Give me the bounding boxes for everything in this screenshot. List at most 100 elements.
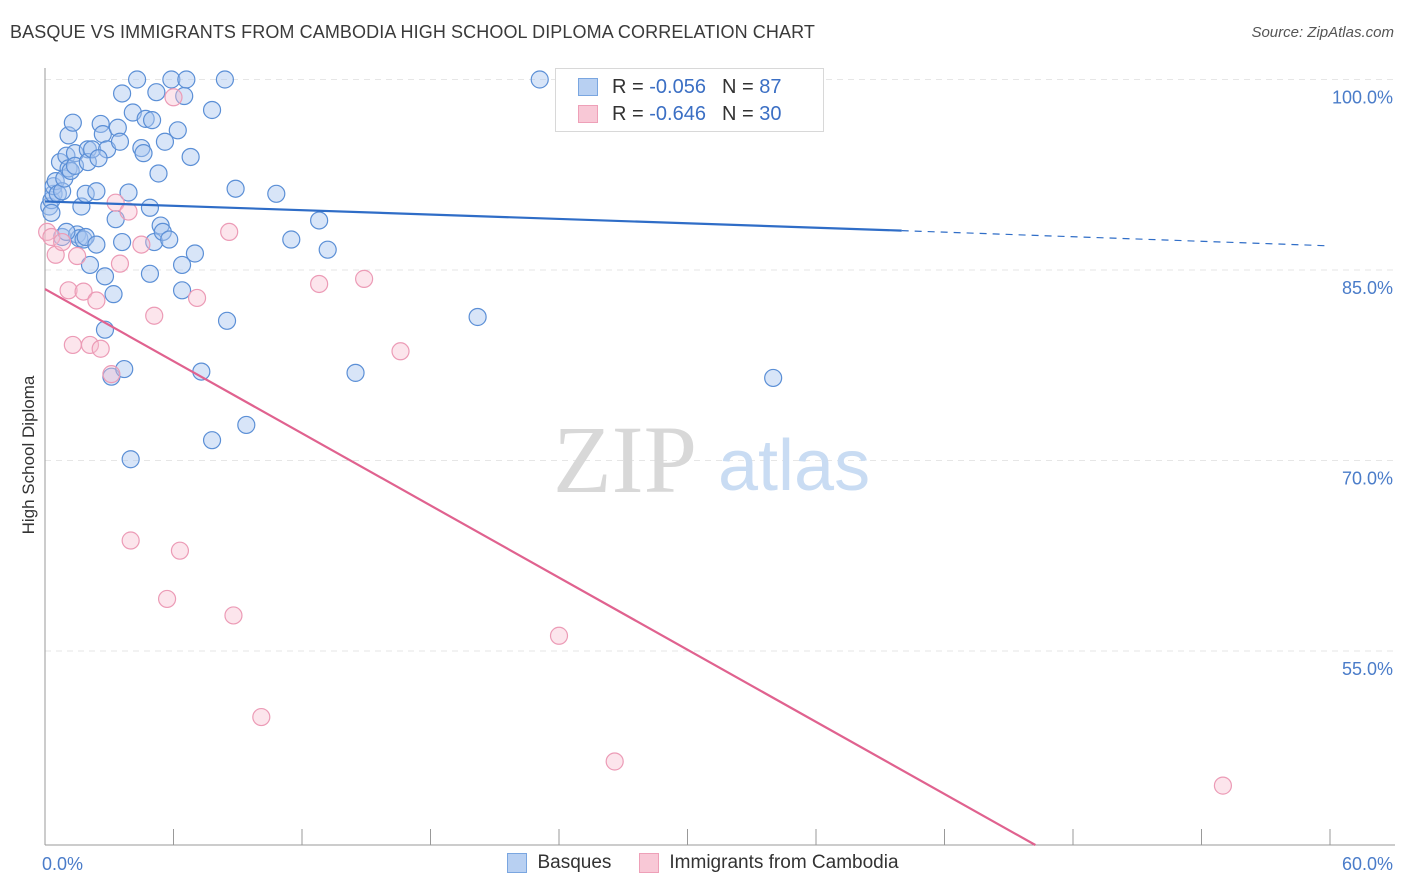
basques-point — [95, 267, 115, 286]
gridlines — [45, 79, 1395, 652]
legend-n-value: 30 — [759, 102, 782, 125]
cambodia-point — [310, 274, 329, 294]
cambodia-point — [145, 306, 164, 325]
cambodia-point — [42, 227, 61, 247]
x-tick-label: 60.0% — [1342, 854, 1393, 874]
cambodia-point — [132, 235, 151, 254]
legend-label-cambodia: Immigrants from Cambodia — [669, 852, 899, 873]
basques-point — [282, 230, 301, 249]
cambodia-point — [102, 365, 121, 384]
cambodia-point — [119, 202, 138, 221]
basques-point — [83, 140, 102, 159]
legend-swatch-cambodia — [578, 105, 598, 123]
basques-point — [149, 164, 168, 183]
basques-point — [87, 182, 106, 201]
basques-point — [153, 222, 172, 241]
source-credit: Source: ZipAtlas.com — [1251, 24, 1394, 41]
basques-point — [112, 84, 132, 103]
basques-point — [318, 240, 337, 259]
legend-n-label: N = — [721, 75, 754, 98]
basques-point — [55, 169, 74, 188]
legend-r-value: -0.056 — [649, 75, 706, 98]
basques-point — [63, 113, 82, 132]
basques-point — [140, 198, 160, 217]
basques-point — [127, 70, 147, 89]
cambodia-point — [220, 222, 239, 241]
basques-point — [202, 431, 222, 450]
cambodia-point — [164, 88, 183, 107]
legend-swatch-cambodia — [639, 853, 660, 873]
cambodia-point — [121, 531, 140, 550]
cambodia-point — [224, 606, 243, 625]
basques-point — [172, 255, 192, 275]
basques-point — [87, 235, 106, 254]
legend-item-cambodia: Immigrants from Cambodia — [639, 852, 899, 874]
basques-point — [168, 121, 187, 140]
basques-point — [89, 149, 108, 168]
cambodia-point — [68, 246, 87, 266]
y-tick-label: 70.0% — [1342, 469, 1393, 489]
basques-point — [112, 232, 132, 252]
legend-swatch-basques — [578, 78, 598, 96]
basques-point — [185, 244, 205, 263]
basques-point — [140, 264, 160, 283]
cambodia-point — [355, 269, 374, 288]
legend-swatch-basques — [507, 853, 528, 873]
cambodia-point — [391, 342, 410, 361]
legend-n-label: N = — [721, 102, 754, 125]
basques-point — [104, 285, 123, 304]
watermark: ZIP atlas — [553, 406, 870, 513]
cambodia-point — [91, 339, 110, 358]
basques-point — [310, 211, 329, 230]
cambodia-point — [157, 589, 177, 609]
basques-point — [202, 100, 222, 120]
y-tick-label: 55.0% — [1342, 659, 1393, 679]
basques-point — [80, 255, 100, 275]
legend-r-label: R = — [612, 102, 644, 125]
cambodia-point — [87, 291, 106, 310]
watermark-zip: ZIP — [553, 406, 697, 513]
basques-point — [142, 111, 162, 130]
series-basques — [40, 70, 783, 469]
cambodia-point — [63, 335, 82, 355]
stats-legend: R = -0.056 N = 87 R = -0.646 N = 30 — [555, 68, 824, 132]
cambodia-point — [53, 232, 72, 252]
basques-point — [267, 184, 286, 203]
cambodia-point — [80, 335, 100, 355]
legend-r-label: R = — [612, 75, 644, 98]
basques-point — [530, 70, 549, 89]
legend-n-value: 87 — [759, 75, 782, 98]
basques-point — [217, 311, 237, 330]
axes — [44, 68, 1395, 846]
basques-trend-line — [44, 200, 902, 232]
legend-label-basques: Basques — [537, 852, 612, 873]
cambodia-trend-line — [44, 288, 1036, 846]
tick-labels: 100.0% 85.0% 70.0% 55.0% 0.0% 60.0% — [42, 88, 1393, 875]
basques-point — [108, 118, 127, 137]
basques-point — [121, 450, 140, 469]
legend-row-basques: R = -0.056 N = 87 — [578, 74, 781, 100]
cambodia-point — [187, 288, 207, 308]
trend-lines — [44, 200, 1331, 846]
basques-point — [155, 132, 175, 151]
basques-point — [177, 70, 196, 89]
basques-point — [181, 147, 200, 167]
cambodia-point — [59, 281, 78, 300]
basques-trend-extension — [901, 230, 1331, 247]
y-tick-label: 85.0% — [1342, 278, 1393, 298]
cambodia-point — [74, 282, 93, 301]
basques-point — [110, 132, 130, 151]
legend-r-value: -0.646 — [649, 102, 706, 125]
cambodia-point — [1213, 776, 1233, 795]
basques-point — [346, 363, 365, 382]
cambodia-point — [549, 626, 569, 645]
watermark-atlas: atlas — [718, 426, 870, 506]
y-tick-label: 100.0% — [1332, 88, 1393, 108]
y-axis-label: High School Diploma — [19, 375, 38, 534]
cambodia-point — [252, 707, 271, 727]
basques-point — [237, 415, 256, 435]
basques-point — [226, 179, 245, 198]
cambodia-point — [170, 541, 190, 560]
cambodia-point — [605, 752, 624, 771]
chart-title: BASQUE VS IMMIGRANTS FROM CAMBODIA HIGH … — [10, 22, 815, 42]
